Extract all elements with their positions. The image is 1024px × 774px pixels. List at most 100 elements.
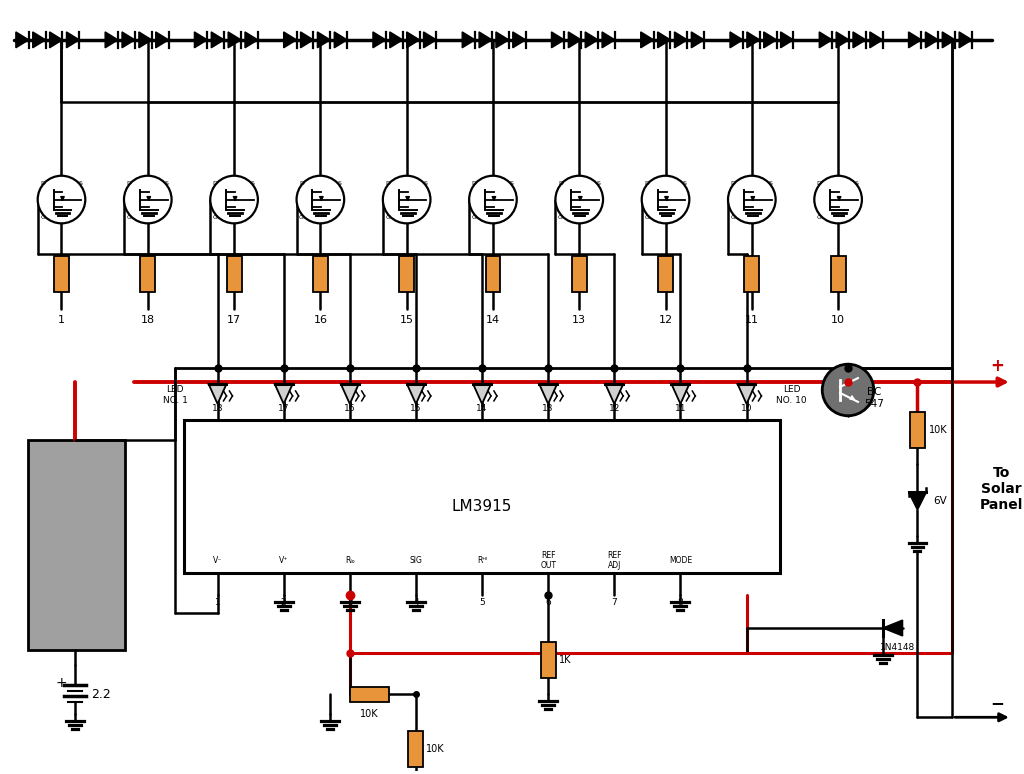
Bar bbox=[658, 256, 673, 292]
Text: G: G bbox=[299, 215, 304, 220]
Polygon shape bbox=[407, 384, 425, 404]
Text: To
Solar
Panel: To Solar Panel bbox=[980, 466, 1023, 512]
Polygon shape bbox=[334, 32, 347, 48]
Text: 10K: 10K bbox=[930, 425, 948, 435]
Polygon shape bbox=[657, 32, 671, 48]
Text: LED
NO. 1: LED NO. 1 bbox=[163, 385, 187, 405]
Text: D: D bbox=[127, 181, 131, 187]
Polygon shape bbox=[156, 32, 169, 48]
Bar bbox=[541, 642, 556, 677]
Text: 11: 11 bbox=[744, 314, 759, 324]
Polygon shape bbox=[105, 32, 118, 48]
Text: D: D bbox=[472, 181, 476, 187]
Polygon shape bbox=[908, 32, 922, 48]
Text: 11: 11 bbox=[675, 404, 686, 413]
Bar bbox=[485, 256, 501, 292]
Polygon shape bbox=[942, 32, 955, 48]
Text: D: D bbox=[213, 181, 218, 187]
Polygon shape bbox=[195, 32, 207, 48]
Polygon shape bbox=[373, 32, 386, 48]
Bar bbox=[140, 256, 156, 292]
Text: 7: 7 bbox=[611, 598, 617, 607]
Text: S: S bbox=[855, 181, 859, 187]
Polygon shape bbox=[67, 32, 79, 48]
Bar bbox=[409, 731, 423, 767]
Polygon shape bbox=[672, 384, 689, 404]
Polygon shape bbox=[462, 32, 475, 48]
Text: 2.2: 2.2 bbox=[91, 688, 111, 701]
Text: 15: 15 bbox=[411, 404, 422, 413]
Polygon shape bbox=[479, 32, 492, 48]
Text: 12: 12 bbox=[658, 314, 673, 324]
Text: +: + bbox=[55, 676, 68, 690]
Polygon shape bbox=[341, 384, 358, 404]
Text: 10: 10 bbox=[740, 404, 753, 413]
Text: V⁺: V⁺ bbox=[279, 556, 289, 565]
Circle shape bbox=[383, 176, 430, 224]
Text: D: D bbox=[730, 181, 735, 187]
Circle shape bbox=[728, 176, 775, 224]
Text: G: G bbox=[40, 215, 45, 220]
Polygon shape bbox=[540, 384, 557, 404]
Text: 14: 14 bbox=[476, 404, 487, 413]
Polygon shape bbox=[424, 32, 436, 48]
Text: D: D bbox=[558, 181, 563, 187]
Text: 10: 10 bbox=[831, 314, 845, 324]
Polygon shape bbox=[602, 32, 615, 48]
Polygon shape bbox=[869, 32, 883, 48]
Text: 14: 14 bbox=[485, 314, 500, 324]
Bar bbox=[54, 256, 69, 292]
Text: 1N4148: 1N4148 bbox=[880, 643, 915, 652]
Polygon shape bbox=[49, 32, 62, 48]
Polygon shape bbox=[407, 32, 420, 48]
Bar bbox=[399, 256, 414, 292]
Text: BC
547: BC 547 bbox=[864, 387, 884, 409]
Bar bbox=[226, 256, 242, 292]
Text: 18: 18 bbox=[212, 404, 223, 413]
Polygon shape bbox=[496, 32, 509, 48]
Text: G: G bbox=[385, 215, 390, 220]
Text: V⁻: V⁻ bbox=[213, 556, 222, 565]
Text: S: S bbox=[79, 181, 82, 187]
Text: G: G bbox=[558, 215, 563, 220]
Text: D: D bbox=[40, 181, 45, 187]
Bar bbox=[571, 256, 587, 292]
Text: G: G bbox=[127, 215, 131, 220]
Polygon shape bbox=[883, 620, 902, 636]
Text: Rᴴᴵ: Rᴴᴵ bbox=[477, 556, 487, 565]
Polygon shape bbox=[605, 384, 624, 404]
Text: 2: 2 bbox=[281, 598, 287, 607]
Polygon shape bbox=[926, 32, 938, 48]
Circle shape bbox=[210, 176, 258, 224]
Text: REF
OUT: REF OUT bbox=[541, 551, 556, 570]
Text: Rₗₒ: Rₗₒ bbox=[345, 556, 354, 565]
Text: 3: 3 bbox=[347, 598, 352, 607]
Text: G: G bbox=[472, 215, 476, 220]
Text: D: D bbox=[817, 181, 821, 187]
Polygon shape bbox=[959, 32, 972, 48]
Circle shape bbox=[814, 176, 862, 224]
Text: 6V: 6V bbox=[933, 496, 947, 506]
Bar bbox=[830, 256, 846, 292]
Text: REF
ADJ: REF ADJ bbox=[607, 551, 622, 570]
Polygon shape bbox=[245, 32, 258, 48]
Text: 8: 8 bbox=[678, 598, 683, 607]
Text: D: D bbox=[299, 181, 304, 187]
Text: G: G bbox=[644, 215, 649, 220]
Circle shape bbox=[38, 176, 85, 224]
Polygon shape bbox=[746, 32, 760, 48]
Text: 17: 17 bbox=[278, 404, 290, 413]
Text: 12: 12 bbox=[608, 404, 620, 413]
Polygon shape bbox=[691, 32, 705, 48]
Text: MODE: MODE bbox=[669, 556, 692, 565]
Text: S: S bbox=[682, 181, 686, 187]
Text: 16: 16 bbox=[313, 314, 328, 324]
Polygon shape bbox=[730, 32, 742, 48]
Text: 15: 15 bbox=[399, 314, 414, 324]
Text: S: S bbox=[337, 181, 341, 187]
Polygon shape bbox=[568, 32, 582, 48]
Circle shape bbox=[297, 176, 344, 224]
Polygon shape bbox=[552, 32, 564, 48]
Bar bbox=[184, 420, 779, 574]
Text: 5: 5 bbox=[479, 598, 485, 607]
